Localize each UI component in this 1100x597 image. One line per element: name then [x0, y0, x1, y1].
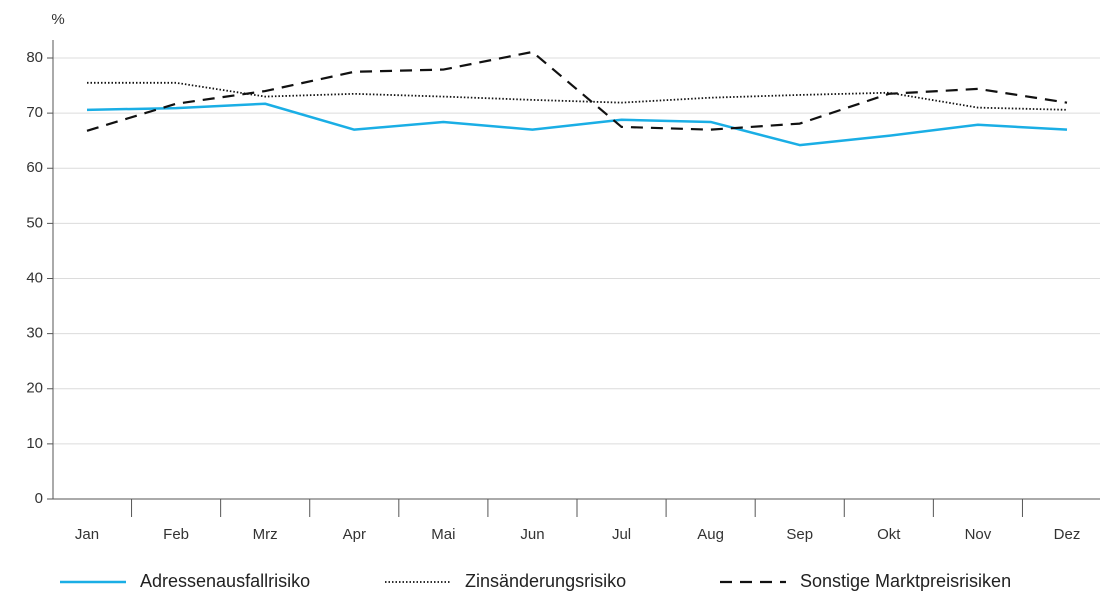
y-tick-label: 10 [26, 435, 43, 452]
x-tick-label: Jun [520, 526, 544, 543]
x-tick-label: Sep [786, 526, 813, 543]
line-series [87, 81, 1068, 111]
line-series [86, 102, 1068, 147]
x-tick-label: Mrz [253, 526, 278, 543]
y-tick-label: 70 [26, 104, 43, 121]
x-tick-label: Jul [612, 526, 631, 543]
x-tick-label: Mai [431, 526, 455, 543]
y-tick-label: 80 [26, 49, 43, 66]
x-tick-label: Jan [75, 526, 99, 543]
x-tick-label: Feb [163, 526, 189, 543]
legend-text: Zinsänderungsrisiko [465, 571, 626, 591]
x-tick-label: Dez [1054, 526, 1081, 543]
x-tick-label: Okt [877, 526, 901, 543]
legend-text: Sonstige Marktpreisrisiken [800, 571, 1011, 591]
x-tick-label: Nov [965, 526, 992, 543]
y-tick-label: 0 [35, 490, 43, 507]
y-tick-label: 30 [26, 325, 43, 342]
y-tick-label: 20 [26, 380, 43, 397]
x-tick-label: Aug [697, 526, 724, 543]
y-tick-label: 60 [26, 159, 43, 176]
y-axis-label: % [51, 11, 64, 28]
legend-text: Adressenausfallrisiko [140, 571, 310, 591]
y-tick-label: 50 [26, 214, 43, 231]
y-tick-label: 40 [26, 269, 43, 286]
line-series [86, 50, 1068, 132]
x-tick-label: Apr [343, 526, 366, 543]
